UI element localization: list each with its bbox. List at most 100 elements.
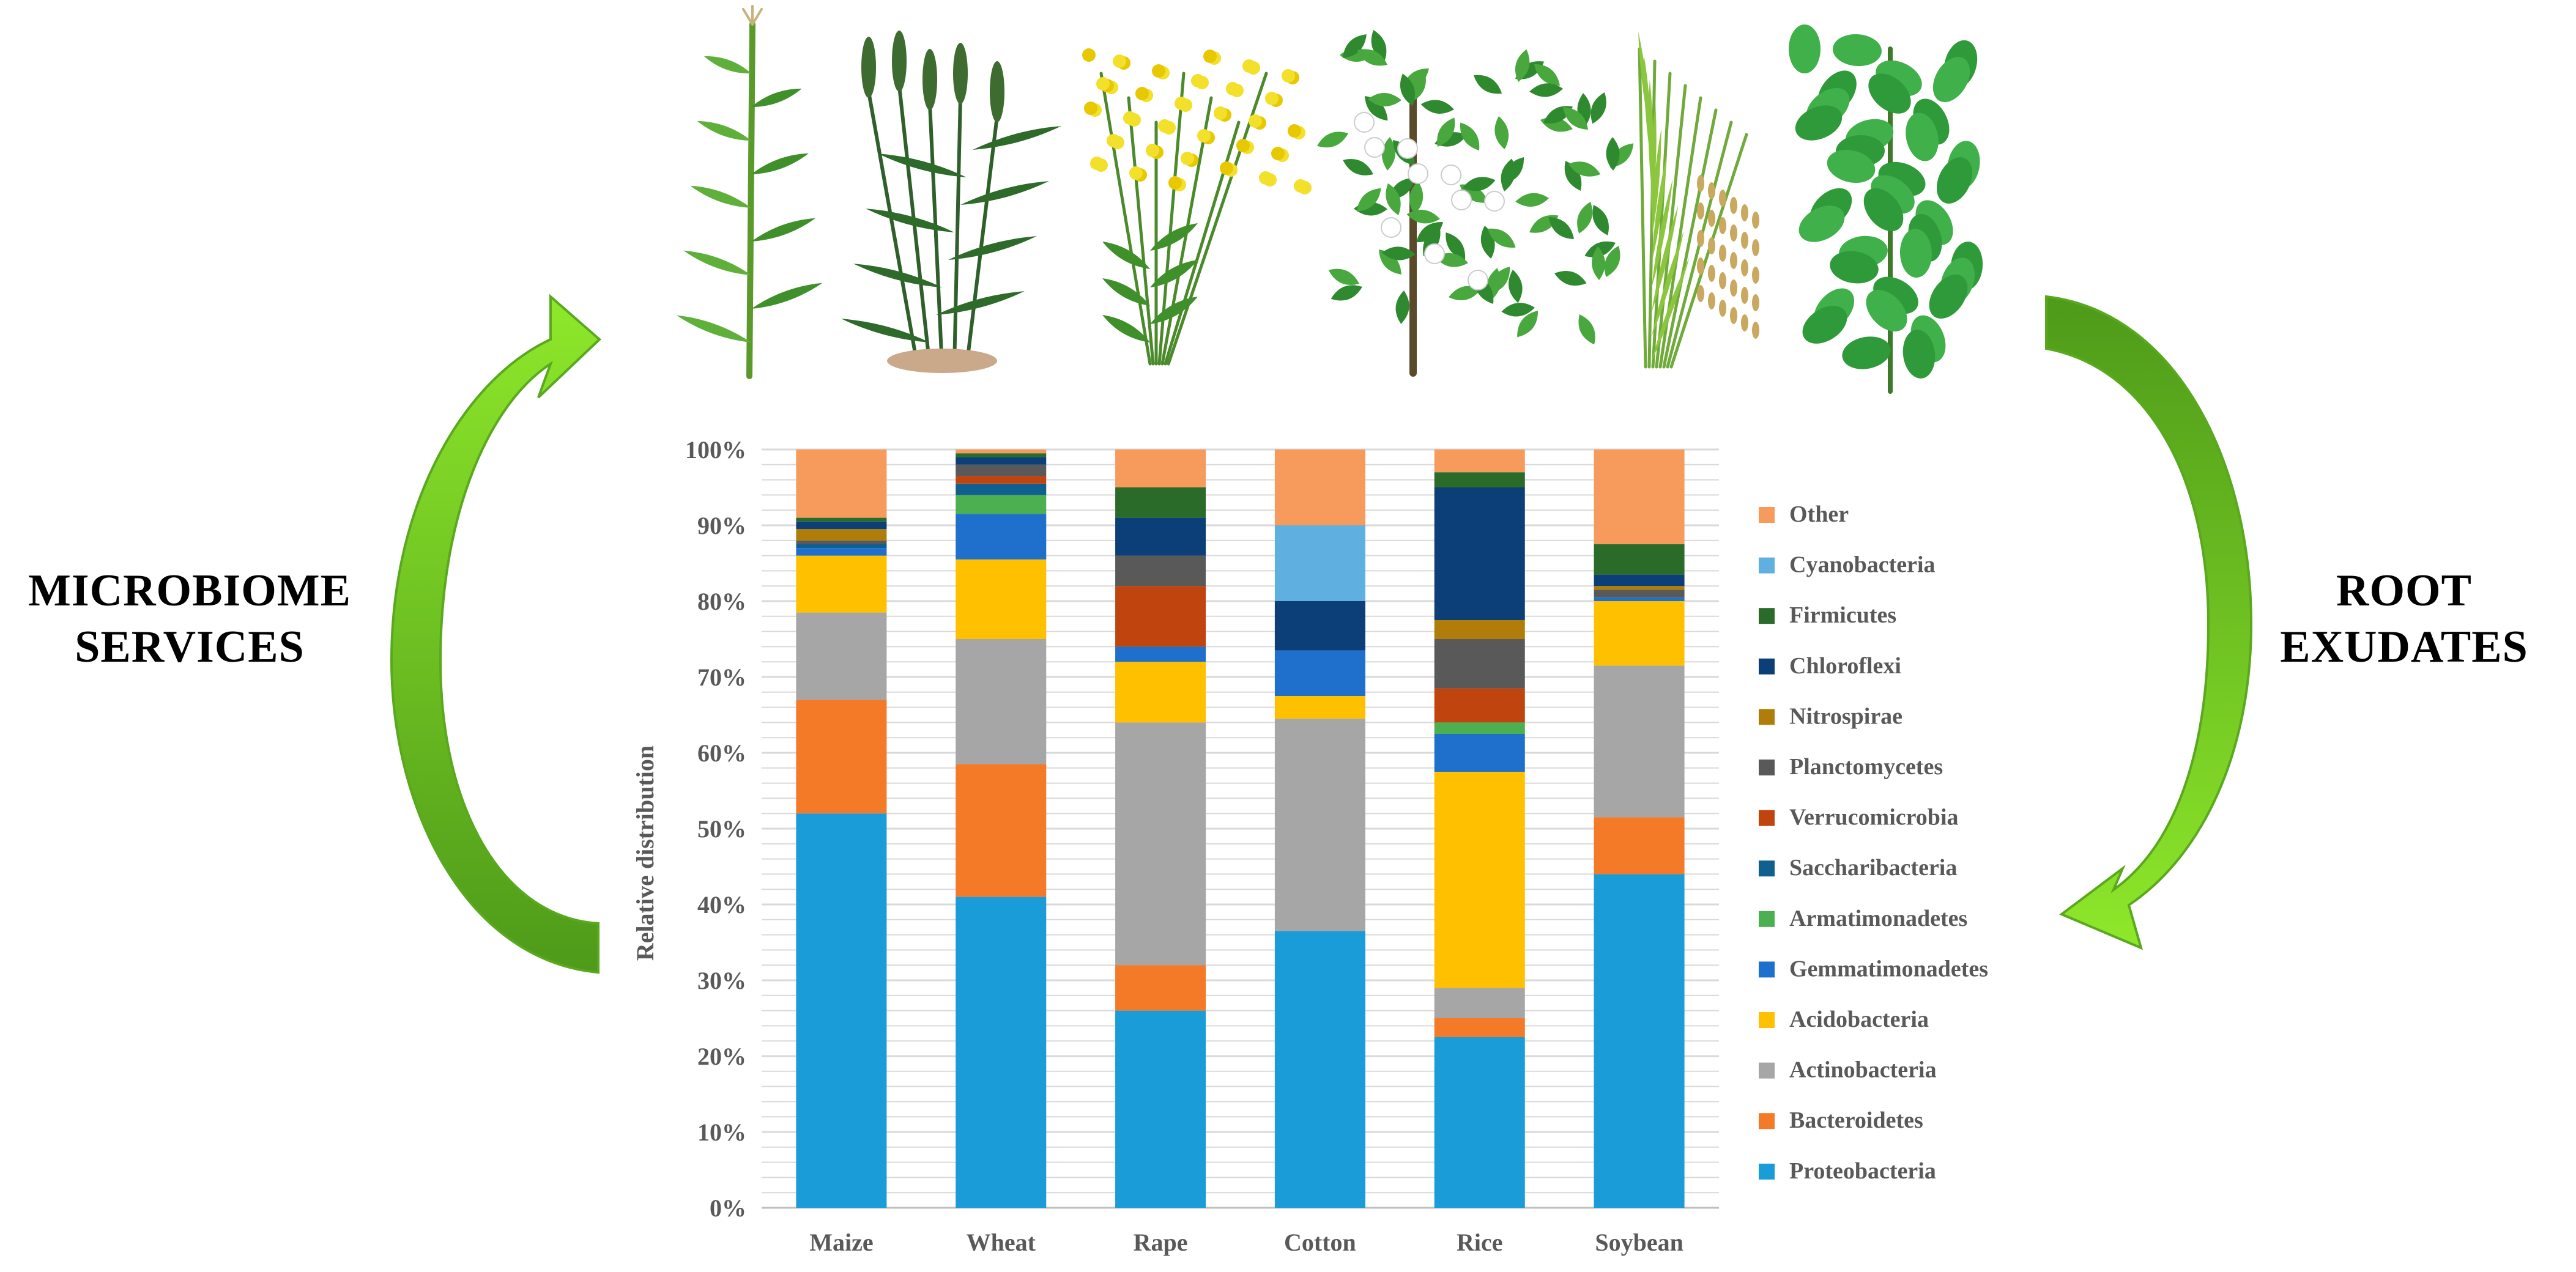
leaf-shape <box>1343 34 1367 58</box>
x-tick-label: Wheat <box>967 1229 1036 1256</box>
bar-segment-firmicutes-rape <box>1115 487 1206 518</box>
leaf-shape <box>1368 92 1401 106</box>
bar-segment-gemmatimonadetes-rape <box>1115 646 1206 662</box>
leaf-shape <box>1382 137 1396 171</box>
leaf-shape <box>1416 221 1443 243</box>
leaf-shape <box>1371 29 1387 62</box>
bar-segment-verrucomicrobia-wheat <box>956 476 1047 484</box>
leaf-shape <box>1554 270 1587 286</box>
cotton-boll-shape <box>1441 165 1461 185</box>
flower-shape <box>1220 161 1233 175</box>
bar-segment-nitrospirae-soybean <box>1594 586 1685 590</box>
soy-leaf-shape <box>1827 149 1876 183</box>
bar-segment-proteobacteria-rape <box>1115 1010 1206 1208</box>
bar-segment-other-wheat <box>956 449 1047 454</box>
leaf-shape <box>1651 128 1661 239</box>
leaf-shape <box>1474 75 1502 94</box>
stem-line <box>867 90 919 369</box>
soil-shape <box>887 349 997 373</box>
bar-segment-planctomycetes-wheat <box>956 464 1047 476</box>
leaf-shape <box>1517 311 1539 338</box>
legend-swatch <box>1759 860 1775 877</box>
leaf-shape <box>751 88 802 107</box>
bar-segment-acidobacteria-wheat <box>956 559 1047 639</box>
bar-segment-actinobacteria-rape <box>1115 722 1206 966</box>
leaf-shape <box>1591 92 1606 124</box>
flower-shape <box>1271 147 1285 160</box>
flower-shape <box>1113 54 1126 68</box>
legend-swatch <box>1759 709 1775 725</box>
flower-shape <box>1191 74 1204 87</box>
leaf-shape <box>1357 188 1381 212</box>
leaf-shape <box>1564 161 1582 191</box>
legend-label: Cyanobacteria <box>1789 552 1936 578</box>
rice-grain-shape <box>1719 272 1726 289</box>
leaf-shape <box>1652 257 1690 361</box>
flower-shape <box>1107 134 1120 147</box>
wheat-ear-shape <box>990 61 1004 122</box>
leaf-shape <box>683 250 751 275</box>
leaf-shape <box>697 120 751 141</box>
bar-segment-proteobacteria-rice <box>1434 1037 1525 1208</box>
bar-segment-verrucomicrobia-rice <box>1434 688 1525 723</box>
soy-leaf-shape <box>1842 336 1891 369</box>
soy-leaf-shape <box>1789 24 1821 73</box>
bar-segment-gemmatimonadetes-wheat <box>956 514 1047 560</box>
leaf-shape <box>751 153 809 174</box>
legend-label: Gemmatimonadetes <box>1789 956 1988 982</box>
bar-segment-proteobacteria-wheat <box>956 897 1047 1208</box>
stem-line <box>1647 59 1657 369</box>
bar-segment-bacteroidetes-soybean <box>1594 817 1685 875</box>
y-tick-label: 10% <box>697 1119 746 1146</box>
leaf-shape <box>1328 268 1359 285</box>
bar-segment-firmicutes-wheat <box>956 453 1047 457</box>
chart-legend: Other Cyanobacteria Firmicutes Chloroflexi N… <box>1759 501 1988 1184</box>
legend-swatch <box>1759 760 1775 775</box>
x-tick-label: Maize <box>809 1229 873 1256</box>
bar-segment-actinobacteria-cotton <box>1274 719 1365 931</box>
bar-segment-chloroflexi-cotton <box>1274 601 1365 651</box>
leaf-shape <box>1357 49 1387 66</box>
bar-segment-armatimonadetes-wheat <box>956 495 1047 514</box>
bar-segment-armatimonadetes-rice <box>1434 722 1525 734</box>
y-tick-label: 30% <box>697 967 746 994</box>
bar-segment-saccharibacteria-wheat <box>956 483 1047 495</box>
rice-grain-shape <box>1708 182 1715 199</box>
legend-swatch <box>1759 608 1775 624</box>
bar-segment-acidobacteria-rape <box>1115 662 1206 723</box>
y-tick-label: 60% <box>697 739 746 767</box>
leaf-shape <box>1509 270 1523 303</box>
bar-segment-planctomycetes-soybean <box>1594 590 1685 597</box>
bar-segment-proteobacteria-cotton <box>1274 931 1365 1208</box>
right-cycle-arrow-icon <box>2045 295 2253 950</box>
rice-grain-shape <box>1697 175 1704 192</box>
rice-grain-shape <box>1719 245 1726 262</box>
legend-label: Planctomycetes <box>1789 754 1943 780</box>
leaf-shape <box>1382 246 1416 261</box>
soy-leaf-shape <box>1936 157 1973 204</box>
leaf-shape <box>1395 290 1409 324</box>
legend-swatch <box>1759 1062 1775 1079</box>
rice-grain-shape <box>1697 257 1704 275</box>
soy-leaf-shape <box>1830 251 1879 284</box>
rice-grain-shape <box>1708 210 1715 227</box>
y-tick-label: 0% <box>710 1194 746 1222</box>
soy-leaf-shape <box>1833 34 1882 67</box>
bar-segment-gemmatimonadetes-soybean <box>1594 597 1685 601</box>
flower-shape <box>1226 82 1239 95</box>
stem-line <box>1099 72 1152 366</box>
legend-swatch <box>1759 1012 1775 1028</box>
wheat-ear-shape <box>953 43 968 104</box>
bar-segment-bacteroidetes-rape <box>1115 965 1206 1011</box>
rice-grain-shape <box>1730 197 1737 214</box>
cotton-boll-shape <box>1354 112 1375 133</box>
x-tick-label: Cotton <box>1284 1229 1356 1256</box>
leaf-shape <box>1650 104 1657 214</box>
leaf-shape <box>1317 131 1348 148</box>
rice-grain-shape <box>1708 237 1715 254</box>
rice-grain-shape <box>1752 322 1759 339</box>
bar-segment-gemmatimonadetes-cotton <box>1274 650 1365 696</box>
bar-segment-actinobacteria-wheat <box>956 639 1047 764</box>
soy-leaf-shape <box>1868 73 1911 114</box>
rice-grain-shape <box>1730 252 1737 269</box>
